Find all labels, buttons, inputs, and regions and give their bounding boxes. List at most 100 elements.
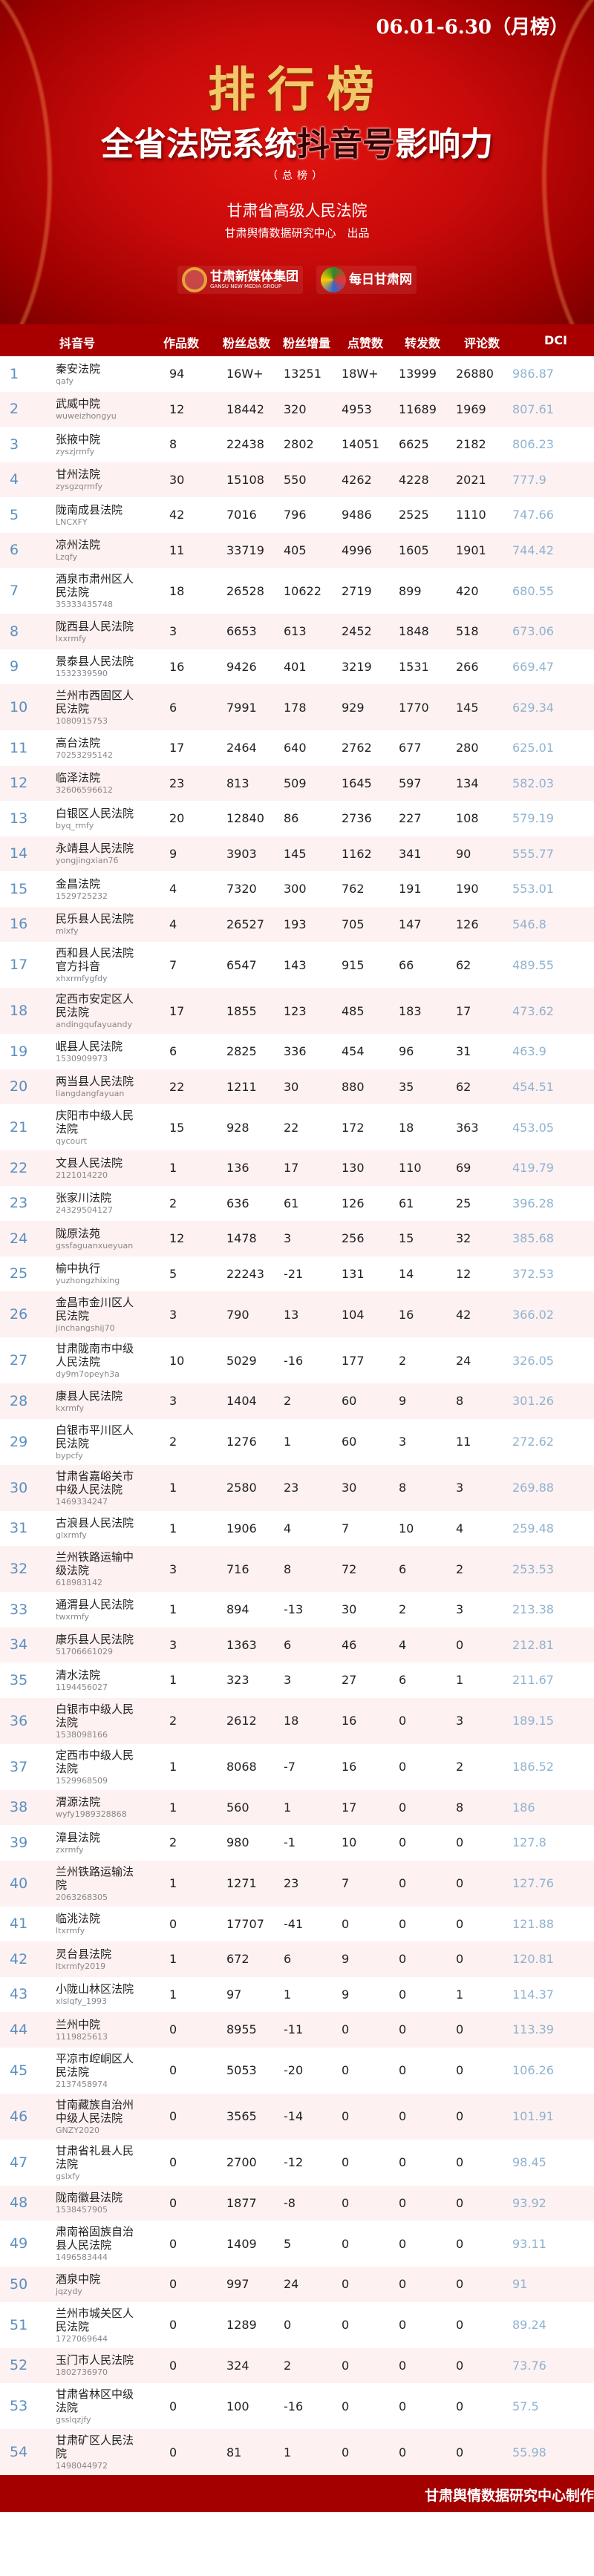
- cell-works: 1: [169, 1800, 177, 1815]
- table-row: 29 白银市平川区人民法院 bypcfy 2 1276 1 60 3 11 272.62: [0, 1419, 594, 1465]
- court-name: 高台法院: [56, 735, 101, 750]
- cell-likes: 915: [342, 957, 365, 972]
- cell-comments: 0: [456, 2236, 464, 2251]
- cell-likes: 762: [342, 882, 365, 897]
- cell-fans-inc: 86: [284, 811, 299, 826]
- cell-likes: 0: [342, 2358, 350, 2373]
- cell-comments: 0: [456, 2109, 464, 2123]
- cell-fans: 1289: [226, 2318, 257, 2332]
- account-id: Lzqfy: [56, 552, 78, 563]
- cell-fans-inc: 13: [284, 1307, 299, 1322]
- account-cell: 灵台县法院 ltxrmfy2019: [56, 1947, 143, 1971]
- cell-fans: 813: [226, 776, 249, 790]
- cell-dci: 57.5: [512, 2399, 539, 2413]
- rank-number: 11: [10, 739, 28, 756]
- rank-number: 21: [10, 1119, 28, 1135]
- court-name: 临泽法院: [56, 771, 101, 785]
- rank-number: 29: [10, 1433, 28, 1450]
- account-id: 1538457905: [56, 2205, 108, 2215]
- cell-fans: 324: [226, 2358, 249, 2373]
- cell-likes: 2736: [342, 811, 372, 826]
- court-name: 岷县人民法院: [56, 1039, 123, 1053]
- cell-fans: 6547: [226, 957, 257, 972]
- account-id: GNZY2020: [56, 2125, 100, 2135]
- cell-works: 0: [169, 2358, 177, 2373]
- cell-fans: 12840: [226, 811, 264, 826]
- account-id: byq_rmfy: [56, 820, 94, 830]
- cell-dci: 372.53: [512, 1266, 554, 1281]
- account-cell: 金昌法院 1529725232: [56, 877, 143, 901]
- cell-shares: 0: [399, 1952, 407, 1967]
- account-id: gsslqzjfy: [56, 2415, 91, 2425]
- cell-fans-inc: 18: [284, 1714, 299, 1728]
- account-id: jinchangshij70: [56, 1323, 115, 1333]
- cell-likes: 30: [342, 1481, 357, 1495]
- cell-fans: 2825: [226, 1044, 257, 1059]
- cell-likes: 60: [342, 1394, 357, 1409]
- cell-comments: 69: [456, 1161, 471, 1176]
- rank-number: 47: [10, 2154, 28, 2171]
- rank-number: 10: [10, 699, 28, 715]
- cell-dci: 211.67: [512, 1673, 554, 1688]
- cell-fans-inc: 24: [284, 2277, 299, 2292]
- table-row: 25 榆中执行 yuzhongzhixing 5 22243 -21 131 14 12 372.…: [0, 1256, 594, 1292]
- table-row: 43 小陇山林区法院 xlslqfy_1993 1 97 1 9 0 1 114.37: [0, 1977, 594, 2013]
- cell-likes: 30: [342, 1602, 357, 1617]
- cell-fans: 2464: [226, 741, 257, 756]
- col-fans: 粉丝总数: [223, 336, 271, 350]
- cell-likes: 27: [342, 1673, 357, 1688]
- cell-shares: 0: [399, 1987, 407, 2002]
- cell-shares: 8: [399, 1481, 407, 1495]
- account-cell: 陇西县人民法院 lxxrmfy: [56, 620, 143, 643]
- cell-comments: 3: [456, 1481, 464, 1495]
- cell-fans: 997: [226, 2277, 249, 2292]
- cell-dci: 396.28: [512, 1196, 554, 1210]
- rank-number: 37: [10, 1758, 28, 1775]
- account-id: 32606596612: [56, 785, 113, 796]
- court-name: 庆阳市中级人民法院: [56, 1109, 134, 1135]
- cell-fans-inc: 30: [284, 1079, 299, 1094]
- cell-likes: 126: [342, 1196, 365, 1210]
- cell-dci: 326.05: [512, 1353, 554, 1368]
- account-id: 1727069644: [56, 2333, 108, 2344]
- cell-fans: 2612: [226, 1714, 257, 1728]
- rank-number: 30: [10, 1479, 28, 1496]
- table-row: 11 高台法院 70253295142 17 2464 640 2762 677 280 625.…: [0, 730, 594, 766]
- rank-number: 35: [10, 1671, 28, 1688]
- account-cell: 渭源法院 wyfy1989328868: [56, 1795, 143, 1819]
- footer: 甘肃舆情数据研究中心制作: [0, 2475, 594, 2512]
- cell-dci: 366.02: [512, 1307, 554, 1322]
- rank-number: 54: [10, 2444, 28, 2460]
- cell-comments: 0: [456, 2399, 464, 2413]
- table-row: 37 定西市中级人民法院 1529968509 1 8068 -7 16 0 2 186.52: [0, 1744, 594, 1790]
- account-id: 2063268305: [56, 1892, 108, 1902]
- cell-comments: 363: [456, 1120, 479, 1135]
- cell-fans-inc: 17: [284, 1161, 299, 1176]
- cell-likes: 0: [342, 2445, 350, 2459]
- account-id: twxrmfy: [56, 1611, 90, 1622]
- cell-works: 3: [169, 624, 177, 639]
- cell-shares: 0: [399, 2277, 407, 2292]
- cell-fans-inc: 23: [284, 1876, 299, 1890]
- court-name: 白银市中级人民法院: [56, 1702, 134, 1729]
- cell-dci: 212.81: [512, 1637, 554, 1652]
- account-cell: 甘南藏族自治州中级人民法院 GNZY2020: [56, 2098, 143, 2135]
- table-row: 33 通渭县人民法院 twxrmfy 1 894 -13 30 2 3 213.38: [0, 1592, 594, 1628]
- rank-number: 51: [10, 2316, 28, 2333]
- cell-works: 0: [169, 2109, 177, 2123]
- cell-fans-inc: -7: [284, 1760, 296, 1774]
- cell-fans-inc: 405: [284, 543, 307, 557]
- rank-number: 17: [10, 957, 28, 973]
- rank-number: 13: [10, 810, 28, 827]
- cell-fans-inc: 8: [284, 1561, 292, 1576]
- cell-comments: 0: [456, 2155, 464, 2169]
- cell-comments: 0: [456, 1876, 464, 1890]
- table-row: 6 凉州法院 Lzqfy 11 33719 405 4996 1605 1901 744.42: [0, 532, 594, 568]
- cell-fans-inc: 61: [284, 1196, 299, 1210]
- court-name: 甘南藏族自治州中级人民法院: [56, 2097, 134, 2125]
- cell-likes: 1162: [342, 846, 372, 861]
- cell-works: 23: [169, 776, 185, 790]
- cell-works: 4: [169, 882, 177, 897]
- table-row: 14 永靖县人民法院 yongjingxian76 9 3903 145 1162 341 90…: [0, 836, 594, 871]
- cell-fans: 6653: [226, 624, 257, 639]
